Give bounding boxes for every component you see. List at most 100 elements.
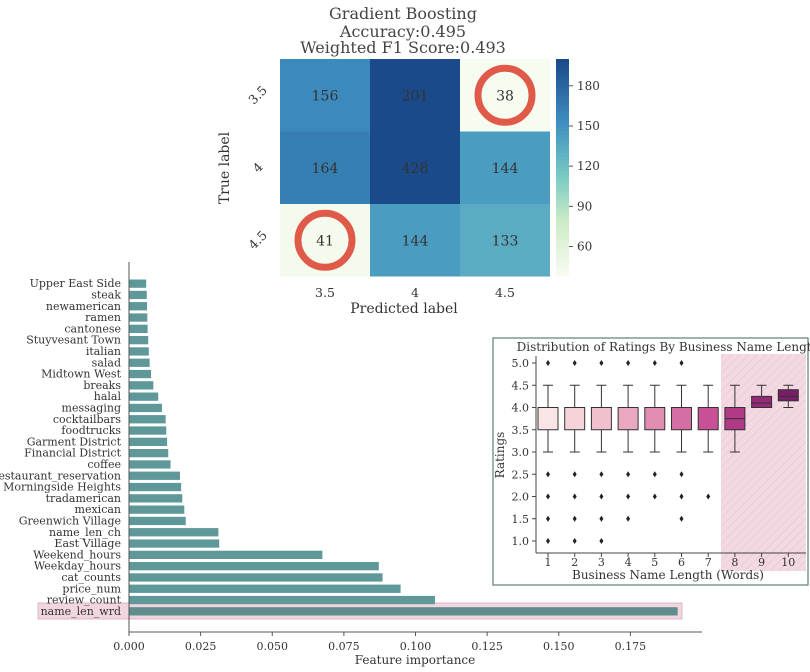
feature-label: restaurant_reservation — [0, 469, 121, 482]
box-outlier-point — [706, 493, 711, 500]
heatmap-cell-value: 38 — [496, 88, 514, 104]
box-outlier-point — [679, 471, 684, 478]
box-outlier-point — [546, 538, 550, 544]
heatmap-cell — [280, 59, 370, 132]
box-outlier-point — [599, 360, 604, 366]
colorbar-segment — [556, 167, 569, 172]
feature-label: salad — [92, 356, 121, 369]
heatmap-x-tick-label: 3.5 — [315, 285, 335, 300]
colorbar-segment — [556, 181, 569, 187]
feature-label: ramen — [85, 311, 121, 324]
colorbar-segment — [556, 236, 569, 241]
ratings-boxplot-chart: Distribution of Ratings By Business Name… — [492, 337, 810, 586]
colorbar-segment — [556, 214, 569, 219]
heatmap-y-tick-label: 3.5 — [245, 83, 270, 108]
feature-label: halal — [94, 390, 122, 403]
box-outlier-point — [626, 360, 631, 366]
colorbar-segment — [556, 207, 569, 212]
heatmap-title-line-3: Weighted F1 Score:0.493 — [300, 38, 506, 57]
colorbar-segment — [556, 134, 569, 140]
colorbar-tick-label: 120 — [577, 159, 600, 173]
feature-bar — [129, 313, 148, 322]
colorbar-segment — [556, 239, 569, 245]
feature-x-tick-label: 0.125 — [471, 640, 503, 653]
box-outlier-point — [546, 515, 550, 522]
highlight-circle-annotation — [474, 64, 536, 126]
colorbar-segment — [556, 221, 569, 226]
feature-bar — [129, 324, 148, 333]
colorbar-segment — [556, 84, 569, 89]
boxplot-y-tick-label: 3.5 — [512, 424, 530, 437]
colorbar-tick-label: 90 — [577, 199, 592, 213]
heatmap-cell-value: 156 — [312, 88, 339, 104]
box-outlier-point — [572, 471, 577, 478]
colorbar-segment — [556, 73, 569, 78]
box-outlier-point — [626, 493, 631, 500]
boxplot-y-tick-label: 1.5 — [512, 513, 530, 526]
feature-bar — [129, 392, 159, 401]
feature-bar — [129, 403, 162, 413]
heatmap-cell-value: 144 — [492, 161, 519, 177]
box-outlier-point — [679, 360, 684, 366]
box-outlier-point — [652, 360, 657, 366]
colorbar-segment — [556, 120, 569, 125]
boxplot-x-tick-label: 1 — [545, 556, 552, 569]
heatmap-cell — [370, 204, 460, 277]
colorbar-segment — [556, 178, 569, 183]
feature-bar — [129, 460, 171, 469]
feature-bar — [129, 471, 180, 480]
colorbar-segment — [556, 109, 569, 114]
heatmap-title-line-1: Gradient Boosting — [329, 4, 477, 23]
feature-label: Greenwich Village — [19, 514, 121, 527]
colorbar-segment — [556, 192, 569, 198]
colorbar-segment — [556, 156, 569, 161]
colorbar-tick-label: 180 — [577, 79, 600, 93]
colorbar-segment — [556, 232, 569, 237]
box-body — [564, 407, 586, 431]
colorbar-segment — [556, 247, 569, 252]
feature-label: Stuyvesant Town — [26, 334, 121, 347]
box-outlier-point — [599, 515, 604, 522]
box-body — [537, 407, 559, 431]
heatmap-x-tick-label: 4 — [411, 285, 419, 300]
feature-label: cocktailbars — [53, 413, 121, 426]
feature-bar — [129, 290, 147, 300]
colorbar-segment — [556, 196, 569, 201]
feature-bar — [129, 573, 383, 582]
feature-bar — [129, 482, 182, 492]
colorbar-segment — [556, 189, 569, 194]
colorbar-segment — [556, 142, 569, 147]
boxplot-x-ticks: 1 2 3 4 5 6 7 8 9 10 — [545, 553, 795, 569]
colorbar-segment — [556, 59, 569, 64]
heatmap-colorbar: 180 150 120 90 60 — [556, 59, 600, 277]
box-outlier-point — [599, 471, 604, 478]
colorbar-segment — [556, 185, 569, 190]
feature-label: steak — [91, 288, 121, 301]
feature-label: Weekday_hours — [34, 560, 121, 573]
feature-bar — [129, 347, 149, 356]
colorbar-segment — [556, 66, 569, 71]
boxplot-x-tick-label: 5 — [651, 556, 658, 569]
feature-bar — [129, 505, 185, 514]
feature-bar — [129, 358, 150, 367]
feature-bar — [129, 562, 379, 571]
colorbar-segment — [556, 77, 569, 82]
box-body — [671, 407, 692, 431]
heatmap-cell — [460, 204, 550, 277]
feature-x-tick-label: 0.000 — [113, 640, 145, 653]
box-outlier-point — [546, 360, 550, 366]
boxplot-y-tick-label: 4.5 — [512, 379, 530, 392]
colorbar-segment — [556, 127, 569, 132]
colorbar-segment — [556, 163, 569, 169]
heatmap-y-axis-label: True label — [217, 131, 233, 204]
colorbar-segment — [556, 91, 569, 96]
feature-bar — [129, 437, 168, 446]
feature-label: newamerican — [46, 300, 121, 313]
box-body — [617, 407, 639, 431]
boxplot-x-tick-label: 8 — [731, 556, 738, 569]
colorbar-segment — [556, 98, 569, 103]
feature-label: mexican — [75, 503, 121, 516]
boxplot-y-tick-label: 1.0 — [512, 535, 530, 548]
box-outlier-point — [572, 360, 577, 366]
